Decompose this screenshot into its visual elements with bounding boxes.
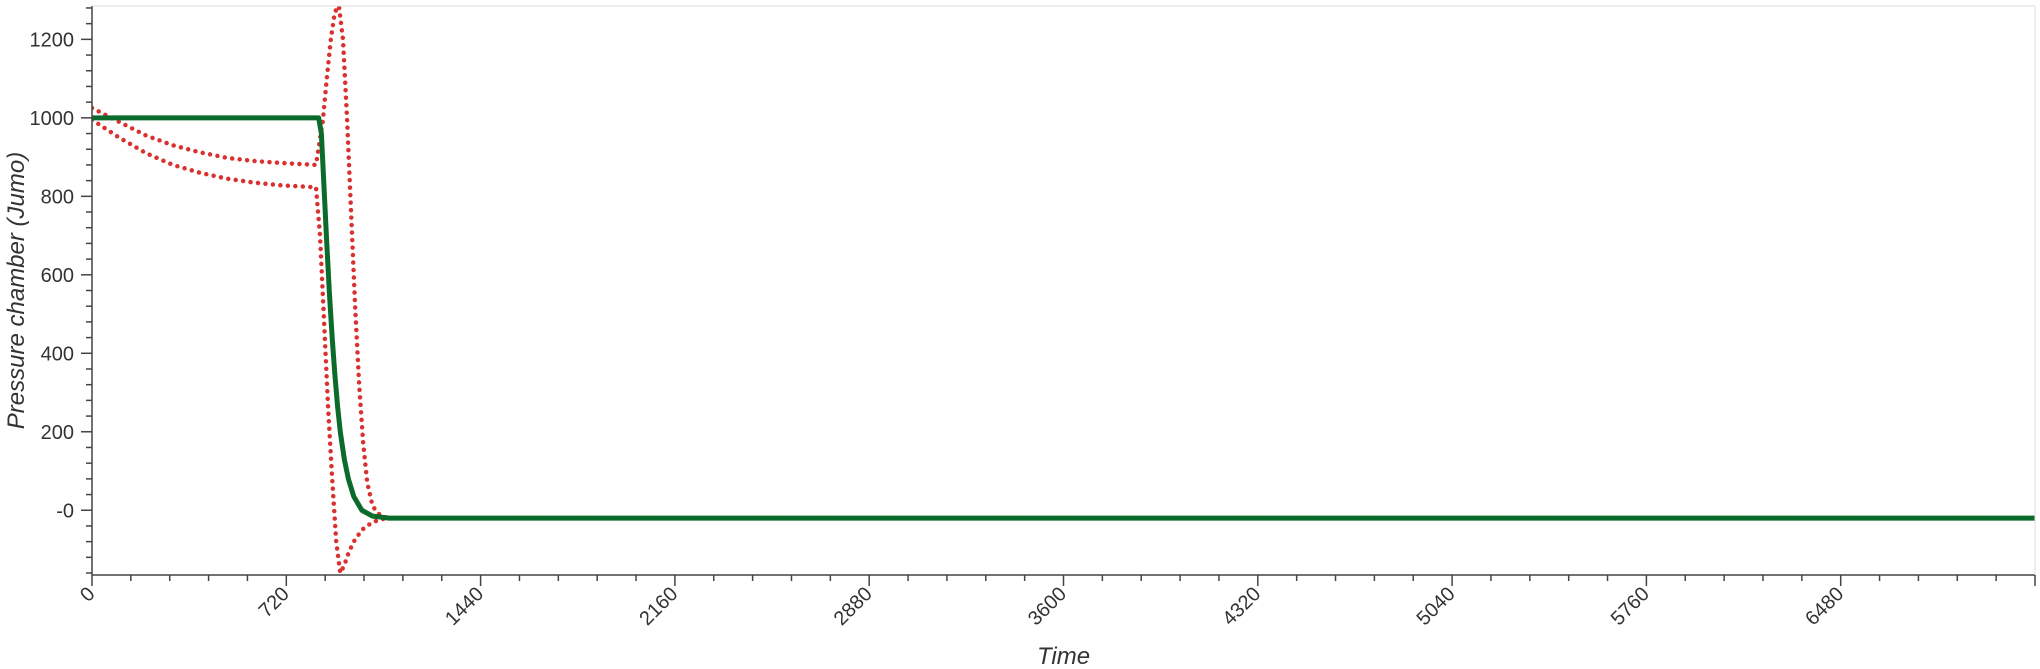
plot-area: [92, 6, 2035, 575]
x-tick-label: 5760: [1607, 583, 1654, 630]
series-line-dotted-2: [92, 117, 2035, 575]
x-tick-label: 720: [255, 583, 294, 622]
series-line-solid: [92, 115, 2035, 521]
x-tick-label: 0: [76, 583, 99, 606]
x-axis-title: Time: [1037, 643, 1090, 669]
y-tick-label: 1000: [30, 108, 75, 130]
series-layer: [92, 6, 2035, 575]
y-tick-label: 200: [41, 422, 74, 444]
x-axis-ticks: 0 720 1440 2160 2880 3600 4320 5040 5760 6480: [76, 575, 2036, 630]
x-tick-label: 1440: [441, 583, 488, 630]
x-tick-label: 4320: [1218, 583, 1265, 630]
y-tick-label: 800: [41, 186, 74, 208]
x-tick-label: 2880: [830, 583, 877, 630]
x-tick-label: 3600: [1024, 583, 1071, 630]
y-tick-label: 1200: [30, 29, 75, 51]
series-line-dotted-1: [92, 6, 2035, 521]
x-tick-label: 2160: [635, 583, 682, 630]
y-tick-label: -0: [56, 500, 74, 522]
y-axis-ticks: -0 200 400 600 800 1000 1200: [30, 7, 92, 574]
y-tick-label: 600: [41, 265, 74, 287]
x-tick-label: 6480: [1801, 583, 1848, 630]
y-tick-label: 400: [41, 343, 74, 365]
plot-background: [92, 6, 2035, 575]
x-tick-label: 5040: [1413, 583, 1460, 630]
y-axis-title: Pressure chamber (Jumo): [3, 152, 30, 429]
